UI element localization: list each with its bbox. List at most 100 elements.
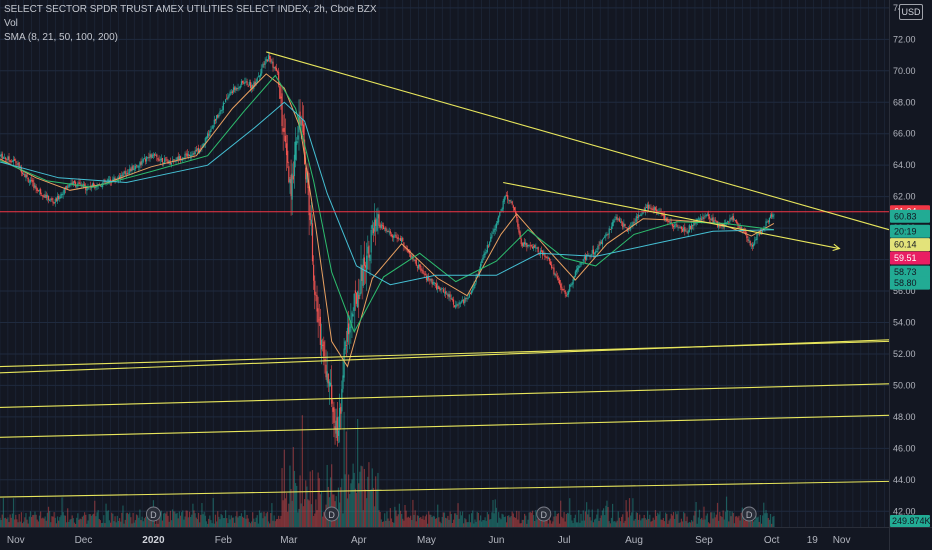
candle-body [291, 173, 293, 200]
candle-body [195, 149, 197, 151]
volume-bar [399, 510, 402, 527]
volume-bar [338, 502, 341, 527]
volume-bar [74, 523, 77, 527]
candle-body [61, 193, 63, 196]
candle-body [135, 165, 138, 167]
volume-bar [467, 522, 469, 527]
candle-body [653, 207, 655, 211]
candle-body [625, 227, 627, 228]
candle-body [736, 220, 738, 224]
time-axis[interactable]: Nov Dec 2020 Feb Mar Apr May Jun Jul Aug Sep Oct 19 N… [0, 527, 932, 547]
volume-bar [514, 517, 517, 527]
volume-bar [133, 522, 135, 527]
volume-bar [396, 516, 398, 527]
candle-body [285, 143, 288, 156]
volume-bar [474, 519, 476, 527]
candle-body [10, 161, 12, 162]
y-tick-label: 68.00 [893, 97, 916, 107]
volume-bar [352, 463, 354, 527]
candle-body [697, 218, 699, 220]
candle-body [509, 200, 511, 202]
volume-bar [372, 487, 375, 527]
volume-bar [376, 489, 378, 527]
volume-bar [552, 521, 554, 527]
volume-bar [655, 516, 658, 527]
candle-body [389, 231, 391, 234]
volume-bar [274, 521, 276, 527]
candle-body [7, 156, 9, 161]
volume-bar [517, 519, 519, 527]
volume-bar [385, 520, 387, 527]
volume-bar [323, 512, 325, 527]
price-tag-label: 58.73 [894, 267, 917, 277]
candle-body [455, 304, 457, 309]
candle-body [380, 224, 382, 229]
volume-bar [104, 523, 106, 527]
candle-body [485, 252, 487, 253]
volume-bar [144, 516, 147, 527]
candle-body [554, 273, 556, 276]
volume-bar [504, 516, 507, 527]
volume-bar [665, 512, 667, 527]
volume-bar [249, 523, 252, 527]
volume-bar [549, 520, 552, 527]
candle-body [190, 155, 192, 157]
volume-bar [90, 515, 92, 527]
volume-bar [6, 519, 8, 527]
volume-bar [632, 498, 634, 527]
volume-bar [52, 516, 54, 527]
candle-body [632, 222, 634, 226]
candle-body [510, 201, 512, 203]
candle-body [704, 216, 706, 218]
volume-bar [19, 521, 21, 527]
volume-bar [252, 512, 254, 527]
candle-body [756, 233, 758, 241]
volume-bar [166, 511, 168, 527]
symbol-title[interactable]: SELECT SECTOR SPDR TRUST AMEX UTILITIES … [4, 4, 377, 15]
volume-bar [502, 514, 504, 527]
volume-bar [742, 511, 745, 527]
volume-bar [30, 517, 33, 527]
volume-bar [394, 506, 396, 527]
candle-body [313, 264, 315, 281]
candle-body [340, 407, 342, 414]
candle-body [733, 219, 736, 221]
sma-label[interactable]: SMA (8, 21, 50, 100, 200) [4, 32, 118, 43]
candle-body [698, 218, 701, 220]
volume-bar [60, 515, 62, 527]
candle-body [487, 245, 490, 247]
volume-bar [113, 521, 115, 527]
volume-bar [210, 520, 212, 527]
volume-bar [719, 511, 721, 527]
volume-bar [389, 508, 391, 527]
volume-bar [379, 511, 381, 527]
volume-bar [275, 519, 278, 527]
volume-bar [483, 520, 485, 527]
volume-bar [555, 516, 557, 527]
trendlines[interactable] [0, 51, 890, 498]
volume-bar [508, 515, 510, 527]
volume-bar [543, 517, 545, 527]
volume-label[interactable]: Vol [4, 18, 18, 29]
volume-bar [156, 515, 158, 527]
candle-body [448, 293, 450, 298]
volume-bar [510, 515, 512, 527]
candle-body [238, 87, 240, 89]
candle-body [526, 242, 528, 248]
candle-body [8, 156, 10, 160]
candle-body [415, 259, 417, 266]
candle-body [606, 234, 608, 236]
candle-body [100, 186, 103, 188]
volume-bar [489, 519, 491, 527]
volume-bar [306, 486, 308, 527]
currency-button[interactable]: USD [899, 4, 923, 20]
volume-bar [100, 523, 103, 527]
volume-bar [412, 499, 414, 527]
candle-body [430, 279, 432, 281]
candle-body [687, 231, 689, 234]
candle-body [364, 265, 367, 268]
candle-body [732, 215, 734, 221]
candle-body [499, 211, 501, 217]
candle-body [109, 179, 112, 182]
